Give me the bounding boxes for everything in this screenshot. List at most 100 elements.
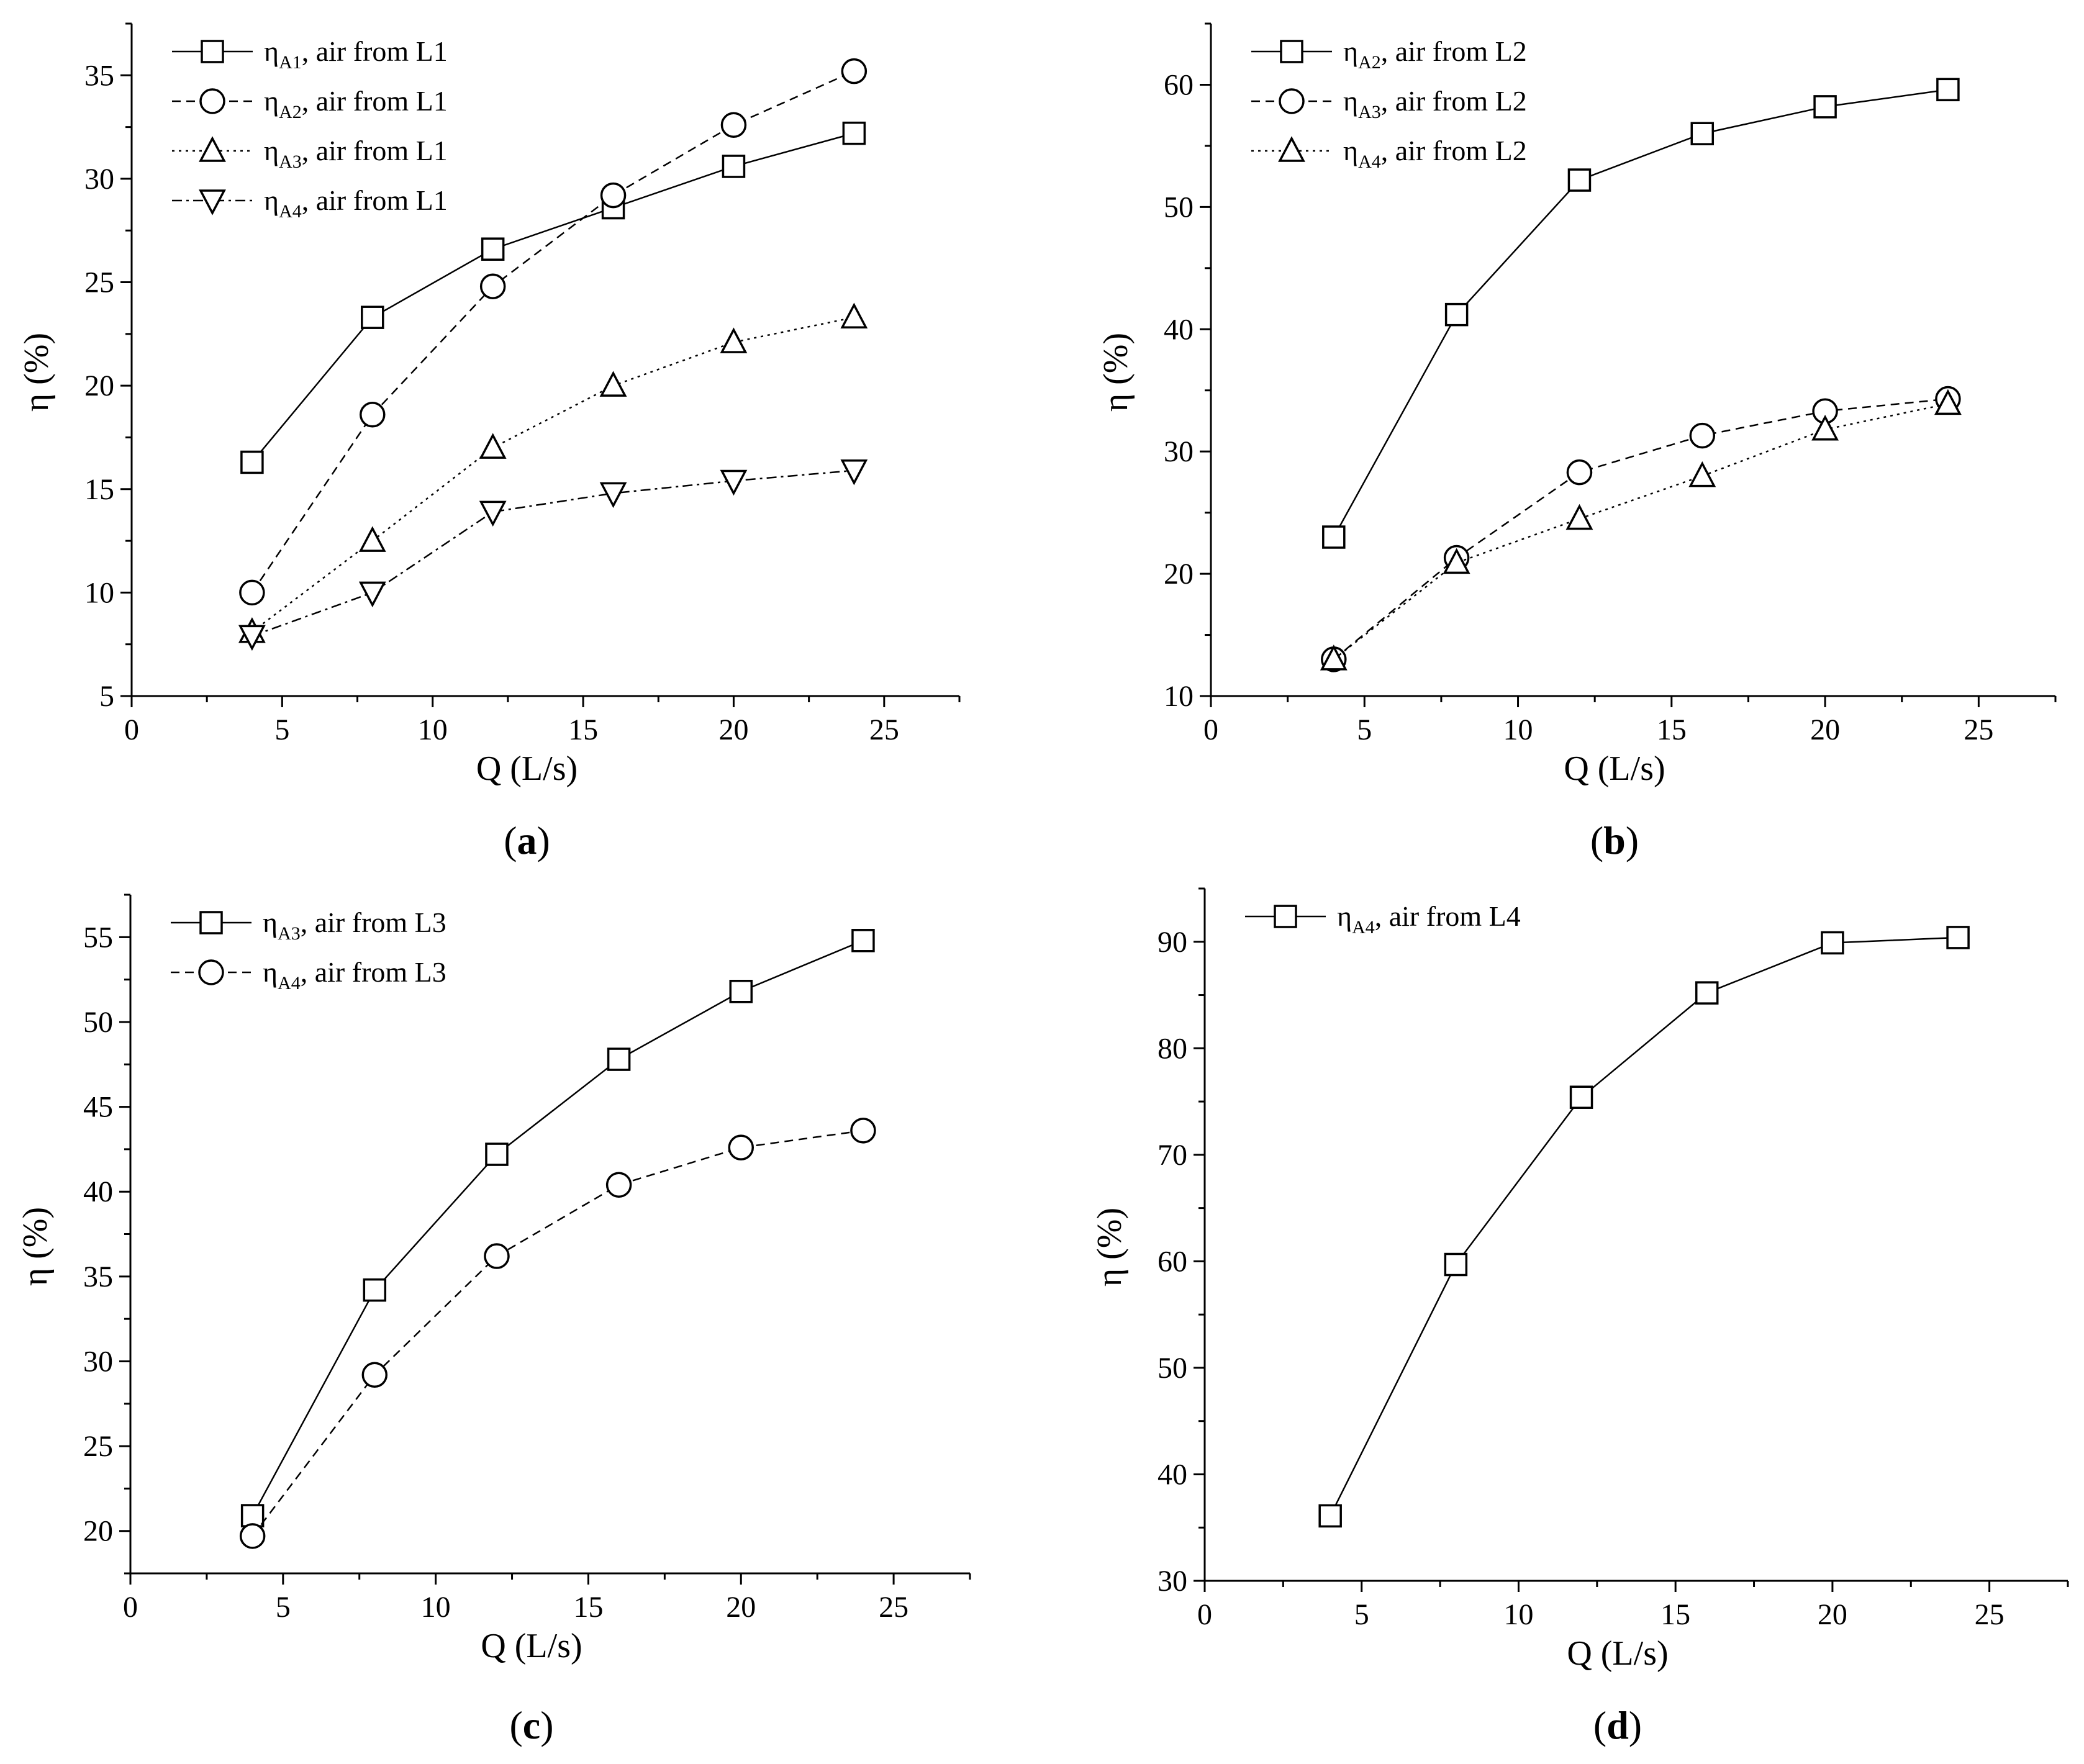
y-tick-label: 50 bbox=[1158, 1352, 1187, 1385]
data-point bbox=[600, 182, 627, 209]
x-tick-label: 15 bbox=[573, 1591, 603, 1624]
panel-label: (d) bbox=[1593, 1703, 1642, 1747]
series-line bbox=[251, 132, 854, 463]
y-tick-label: 20 bbox=[84, 369, 114, 402]
x-axis-label: Q (L/s) bbox=[481, 1627, 582, 1665]
data-point bbox=[240, 450, 264, 474]
x-tick-label: 10 bbox=[1503, 713, 1533, 746]
data-point bbox=[1811, 414, 1839, 441]
data-point bbox=[1688, 461, 1716, 487]
x-tick-label: 15 bbox=[568, 713, 598, 746]
y-tick-label: 40 bbox=[83, 1175, 113, 1208]
x-tick-label: 10 bbox=[418, 713, 448, 746]
data-point bbox=[722, 155, 746, 178]
series-line bbox=[1333, 89, 1949, 538]
x-tick-label: 25 bbox=[869, 713, 899, 746]
data-point bbox=[851, 929, 875, 952]
data-point bbox=[1567, 168, 1592, 192]
data-point bbox=[1695, 981, 1719, 1005]
data-point bbox=[720, 112, 747, 138]
data-point bbox=[1946, 926, 1970, 949]
y-tick-label: 55 bbox=[83, 921, 113, 954]
y-tick-label: 30 bbox=[1164, 435, 1194, 468]
legend-marker bbox=[199, 189, 226, 215]
series-line bbox=[251, 939, 864, 1516]
legend-marker bbox=[198, 959, 224, 985]
y-tick-label: 40 bbox=[1164, 313, 1194, 346]
legend-entry: ηA3, air from L1 bbox=[264, 135, 448, 172]
data-point bbox=[1318, 1504, 1342, 1528]
data-point bbox=[361, 305, 384, 329]
y-tick-label: 10 bbox=[84, 576, 114, 609]
data-point bbox=[1444, 302, 1469, 327]
x-tick-label: 10 bbox=[1503, 1598, 1533, 1631]
data-point bbox=[1322, 525, 1346, 549]
data-point bbox=[840, 459, 868, 486]
data-point bbox=[239, 1523, 266, 1549]
legend-entry: ηA3, air from L3 bbox=[263, 907, 446, 944]
legend-marker bbox=[1280, 40, 1303, 63]
x-tick-label: 20 bbox=[726, 1591, 756, 1624]
x-tick-label: 15 bbox=[1657, 713, 1687, 746]
data-point bbox=[842, 121, 866, 145]
data-point bbox=[729, 980, 753, 1003]
x-axis-label: Q (L/s) bbox=[1564, 749, 1665, 788]
y-axis-label: η (%) bbox=[16, 1207, 55, 1286]
x-tick-label: 25 bbox=[1964, 713, 1993, 746]
data-point bbox=[240, 1504, 265, 1527]
data-point bbox=[484, 1243, 510, 1269]
x-tick-label: 25 bbox=[879, 1591, 908, 1624]
data-point bbox=[361, 1362, 388, 1388]
legend-entry: ηA4, air from L4 bbox=[1337, 900, 1521, 938]
y-axis-label: η (%) bbox=[1090, 1208, 1129, 1287]
x-tick-label: 20 bbox=[718, 713, 748, 746]
y-tick-label: 40 bbox=[1158, 1458, 1187, 1491]
y-tick-label: 30 bbox=[1158, 1565, 1187, 1598]
y-tick-label: 80 bbox=[1158, 1032, 1187, 1065]
series-line bbox=[1330, 936, 1959, 1516]
data-point bbox=[1443, 548, 1470, 574]
data-point bbox=[728, 1134, 754, 1160]
legend-entry: ηA2, air from L1 bbox=[264, 85, 448, 122]
y-tick-label: 5 bbox=[99, 680, 114, 713]
data-point bbox=[1569, 1085, 1593, 1109]
data-point bbox=[239, 579, 265, 606]
data-point bbox=[1821, 931, 1844, 955]
y-tick-label: 45 bbox=[83, 1091, 113, 1124]
y-tick-label: 20 bbox=[83, 1515, 113, 1548]
y-tick-label: 90 bbox=[1158, 926, 1187, 959]
series-line bbox=[251, 70, 854, 594]
data-point bbox=[481, 237, 505, 261]
y-tick-label: 35 bbox=[84, 59, 114, 92]
panel-label: (b) bbox=[1590, 818, 1639, 862]
series-line bbox=[251, 469, 854, 637]
legend-entry: ηA4, air from L3 bbox=[263, 956, 446, 993]
x-tick-label: 15 bbox=[1660, 1598, 1690, 1631]
y-tick-label: 25 bbox=[83, 1430, 113, 1463]
data-point bbox=[1936, 78, 1960, 102]
data-point bbox=[850, 1118, 876, 1144]
data-point bbox=[1320, 645, 1348, 671]
data-point bbox=[607, 1047, 631, 1071]
data-point bbox=[358, 581, 386, 608]
data-point bbox=[841, 58, 868, 84]
y-tick-label: 20 bbox=[1164, 558, 1194, 590]
legend-marker bbox=[1279, 88, 1305, 114]
y-tick-label: 50 bbox=[83, 1006, 113, 1039]
x-tick-label: 0 bbox=[123, 1591, 138, 1624]
data-point bbox=[599, 371, 627, 397]
legend-entry: ηA4, air from L1 bbox=[264, 184, 448, 222]
data-point bbox=[479, 433, 507, 459]
x-tick-label: 10 bbox=[421, 1591, 451, 1624]
legend-marker bbox=[199, 136, 226, 162]
y-tick-label: 50 bbox=[1164, 191, 1194, 224]
y-axis-label: η (%) bbox=[17, 333, 56, 412]
data-point bbox=[720, 469, 748, 496]
data-point bbox=[1690, 122, 1715, 145]
data-point bbox=[358, 526, 386, 552]
data-point bbox=[605, 1172, 632, 1198]
panel-label: (a) bbox=[504, 818, 550, 862]
y-tick-label: 15 bbox=[84, 473, 114, 506]
